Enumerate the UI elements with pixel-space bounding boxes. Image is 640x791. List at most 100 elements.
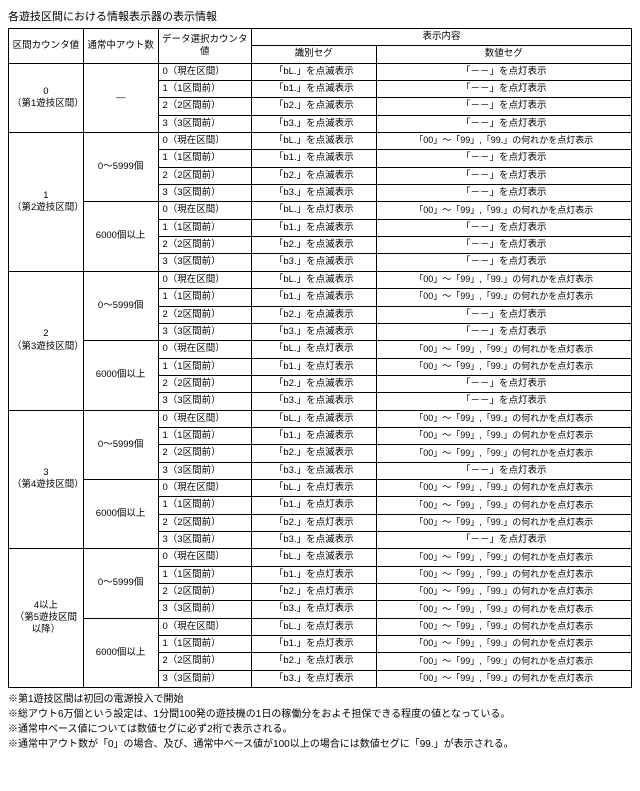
cell: 「b2.」を点滅表示 bbox=[251, 306, 376, 323]
section-1: 1 （第2遊技区間） bbox=[9, 133, 84, 272]
cell: 「bL.」を点灯表示 bbox=[251, 618, 376, 635]
cell: 「b3.」を点滅表示 bbox=[251, 531, 376, 548]
cell: 「bL.」を点滅表示 bbox=[251, 410, 376, 427]
cell: 1（1区間前） bbox=[158, 358, 251, 375]
cell: 「b3.」を点滅表示 bbox=[251, 185, 376, 202]
cell: 1（1区間前） bbox=[158, 150, 251, 167]
cell: 「－－」を点灯表示 bbox=[376, 237, 631, 254]
cell: 2（2区間前） bbox=[158, 514, 251, 531]
cell: 「－－」を点灯表示 bbox=[376, 462, 631, 479]
cell: 1（1区間前） bbox=[158, 497, 251, 514]
cell: 3（3区間前） bbox=[158, 531, 251, 548]
cell: 「b1.」を点灯表示 bbox=[251, 566, 376, 583]
cell: 「00」～「99」,「99.」の何れかを点灯表示 bbox=[376, 445, 631, 462]
cell: 2（2区間前） bbox=[158, 306, 251, 323]
cell: 「00」～「99」,「99.」の何れかを点灯表示 bbox=[376, 636, 631, 653]
cell: 1（1区間前） bbox=[158, 81, 251, 98]
cell: 0～5999個 bbox=[83, 271, 158, 340]
cell: 「00」～「99」,「99.」の何れかを点灯表示 bbox=[376, 514, 631, 531]
cell: 1（1区間前） bbox=[158, 427, 251, 444]
cell: 「－－」を点灯表示 bbox=[376, 150, 631, 167]
cell: 「00」～「99」,「99.」の何れかを点灯表示 bbox=[376, 202, 631, 219]
cell: 「－－」を点灯表示 bbox=[376, 63, 631, 80]
cell: 「b3.」を点滅表示 bbox=[251, 254, 376, 271]
cell: 6000個以上 bbox=[83, 618, 158, 687]
cell: 0（現在区間） bbox=[158, 618, 251, 635]
cell: 2（2区間前） bbox=[158, 237, 251, 254]
cell: 「－－」を点灯表示 bbox=[376, 254, 631, 271]
cell: 「b1.」を点灯表示 bbox=[251, 358, 376, 375]
cell: 「00」～「99」,「99.」の何れかを点灯表示 bbox=[376, 497, 631, 514]
cell: 「00」～「99」,「99.」の何れかを点灯表示 bbox=[376, 618, 631, 635]
cell: 2（2区間前） bbox=[158, 375, 251, 392]
cell: 0～5999個 bbox=[83, 410, 158, 479]
cell: 0（現在区間） bbox=[158, 410, 251, 427]
cell: 「－－」を点灯表示 bbox=[376, 115, 631, 132]
cell: 3（3区間前） bbox=[158, 185, 251, 202]
cell: 「bL.」を点灯表示 bbox=[251, 341, 376, 358]
cell: 「00」～「99」,「99.」の何れかを点灯表示 bbox=[376, 584, 631, 601]
cell: 「－－」を点灯表示 bbox=[376, 167, 631, 184]
cell: 「b2.」を点滅表示 bbox=[251, 167, 376, 184]
cell: 「b3.」を点滅表示 bbox=[251, 115, 376, 132]
cell: 「b1.」を点滅表示 bbox=[251, 219, 376, 236]
out-none: — bbox=[83, 63, 158, 132]
cell: 「b3.」を点滅表示 bbox=[251, 462, 376, 479]
section-3: 3 （第4遊技区間） bbox=[9, 410, 84, 549]
display-info-table: 区間カウンタ値 通常中アウト数 データ選択カウンタ値 表示内容 識別セグ 数値セ… bbox=[8, 28, 632, 688]
page-title: 各遊技区間における情報表示器の表示情報 bbox=[8, 8, 632, 24]
cell: 6000個以上 bbox=[83, 341, 158, 410]
cell: 「b1.」を点滅表示 bbox=[251, 289, 376, 306]
cell: 1（1区間前） bbox=[158, 566, 251, 583]
cell: 3（3区間前） bbox=[158, 393, 251, 410]
cell: 3（3区間前） bbox=[158, 254, 251, 271]
cell: 「－－」を点灯表示 bbox=[376, 185, 631, 202]
cell: 「b1.」を点滅表示 bbox=[251, 81, 376, 98]
cell: 3（3区間前） bbox=[158, 670, 251, 687]
cell: 「b2.」を点灯表示 bbox=[251, 653, 376, 670]
header-display: 表示内容 bbox=[251, 29, 631, 46]
cell: 「00」～「99」,「99.」の何れかを点灯表示 bbox=[376, 271, 631, 288]
cell: 「00」～「99」,「99.」の何れかを点灯表示 bbox=[376, 653, 631, 670]
cell: 「b2.」を点灯表示 bbox=[251, 514, 376, 531]
cell: 「00」～「99」,「99.」の何れかを点灯表示 bbox=[376, 670, 631, 687]
cell: 「00」～「99」,「99.」の何れかを点灯表示 bbox=[376, 341, 631, 358]
cell: 「b2.」を点灯表示 bbox=[251, 584, 376, 601]
cell: 2（2区間前） bbox=[158, 445, 251, 462]
cell: 「b2.」を点滅表示 bbox=[251, 237, 376, 254]
cell: 1（1区間前） bbox=[158, 219, 251, 236]
cell: 「－－」を点灯表示 bbox=[376, 531, 631, 548]
cell: 「b2.」を点滅表示 bbox=[251, 375, 376, 392]
cell: 3（3区間前） bbox=[158, 323, 251, 340]
cell: 「bL.」を点灯表示 bbox=[251, 479, 376, 496]
cell: 0～5999個 bbox=[83, 133, 158, 202]
cell: 「－－」を点灯表示 bbox=[376, 323, 631, 340]
note: ※通常中ベース値については数値セグに必ず2桁で表示される。 bbox=[8, 722, 632, 737]
cell: 「b1.」を点灯表示 bbox=[251, 636, 376, 653]
cell: 「00」～「99」,「99.」の何れかを点灯表示 bbox=[376, 358, 631, 375]
header-counter: 区間カウンタ値 bbox=[9, 29, 84, 64]
cell: 「－－」を点灯表示 bbox=[376, 393, 631, 410]
cell: 2（2区間前） bbox=[158, 653, 251, 670]
cell: 0（現在区間） bbox=[158, 341, 251, 358]
section-4: 4以上 （第5遊技区間以降） bbox=[9, 549, 84, 688]
cell: 6000個以上 bbox=[83, 202, 158, 271]
note: ※通常中アウト数が「0」の場合、及び、通常中ベース値が100以上の場合には数値セ… bbox=[8, 737, 632, 752]
header-segid: 識別セグ bbox=[251, 46, 376, 63]
cell: 0（現在区間） bbox=[158, 133, 251, 150]
cell: 「b3.」を点滅表示 bbox=[251, 393, 376, 410]
cell: 2（2区間前） bbox=[158, 98, 251, 115]
section-0: 0 （第1遊技区間） bbox=[9, 63, 84, 132]
cell: 「－－」を点灯表示 bbox=[376, 98, 631, 115]
cell: 2（2区間前） bbox=[158, 167, 251, 184]
note: ※総アウト6万個という設定は、1分間100発の遊技機の1日の稼働分をおよそ担保で… bbox=[8, 707, 632, 722]
header-segnum: 数値セグ bbox=[376, 46, 631, 63]
section-2: 2 （第3遊技区間） bbox=[9, 271, 84, 410]
footnotes: ※第1遊技区間は初回の電源投入で開始 ※総アウト6万個という設定は、1分間100… bbox=[8, 692, 632, 752]
cell: 「b2.」を点滅表示 bbox=[251, 445, 376, 462]
cell: 「－－」を点灯表示 bbox=[376, 81, 631, 98]
cell: 「bL.」を点滅表示 bbox=[251, 271, 376, 288]
cell: 0（現在区間） bbox=[158, 63, 251, 80]
cell: 「00」～「99」,「99.」の何れかを点灯表示 bbox=[376, 479, 631, 496]
cell: 「00」～「99」,「99.」の何れかを点灯表示 bbox=[376, 133, 631, 150]
